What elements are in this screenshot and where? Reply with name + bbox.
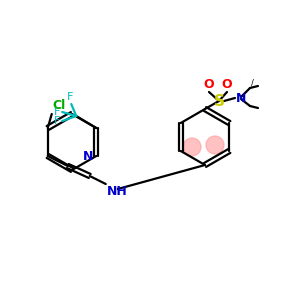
Text: NH: NH xyxy=(107,185,128,198)
Text: O: O xyxy=(222,78,232,91)
Text: O: O xyxy=(204,78,214,91)
Text: N: N xyxy=(236,92,246,104)
Text: Cl: Cl xyxy=(53,99,66,112)
Circle shape xyxy=(183,138,201,156)
Text: F: F xyxy=(67,92,74,102)
Text: N: N xyxy=(83,149,93,163)
Text: /: / xyxy=(251,78,254,87)
Text: F: F xyxy=(54,107,60,117)
Text: F: F xyxy=(54,116,60,126)
Circle shape xyxy=(206,136,224,154)
Text: S: S xyxy=(214,94,224,109)
